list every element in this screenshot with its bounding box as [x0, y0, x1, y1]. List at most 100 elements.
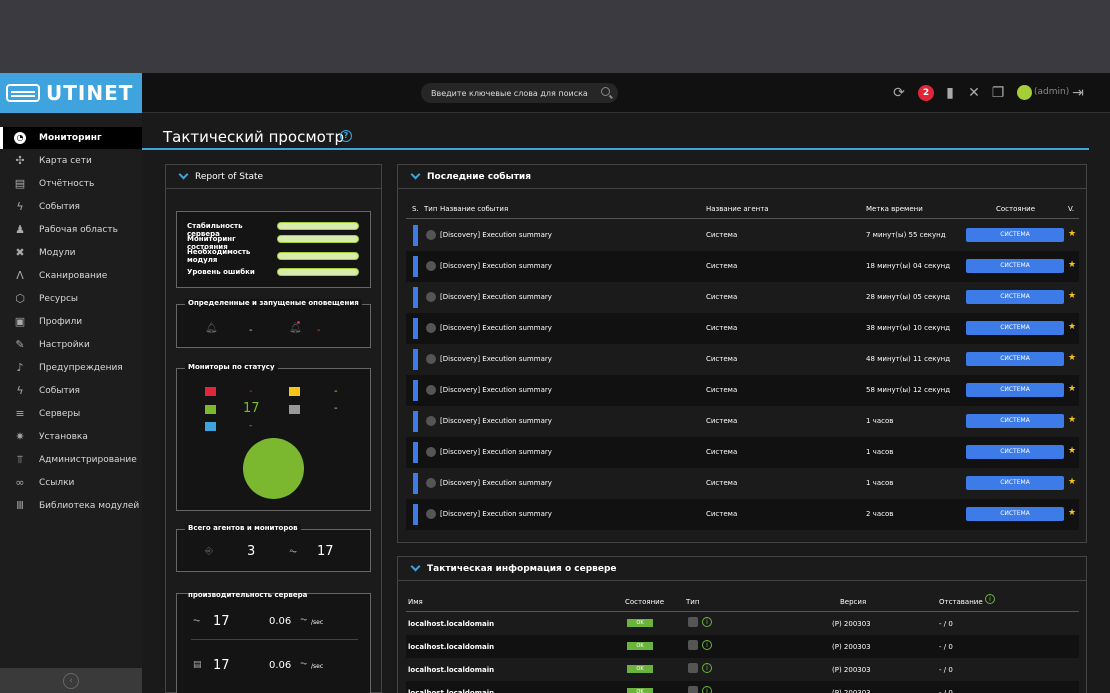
event-state-button[interactable]: СИСТЕМА	[966, 290, 1064, 304]
event-name[interactable]: [Discovery] Execution summary	[440, 324, 552, 332]
star-icon[interactable]: ★	[1068, 477, 1077, 487]
notification-badge[interactable]: 2	[918, 85, 934, 101]
search-icon[interactable]	[601, 87, 610, 96]
info-icon[interactable]: i	[702, 663, 712, 673]
sidebar-item-7[interactable]: ⬡ Ресурсы	[0, 288, 142, 310]
sidebar-item-8[interactable]: ▣ Профили	[0, 311, 142, 333]
server-name[interactable]: localhost.localdomain	[408, 689, 495, 693]
table-row[interactable]: localhost.localdomain OK i (P) 200303 - / 0	[406, 612, 1079, 635]
star-icon[interactable]: ★	[1068, 260, 1077, 270]
star-icon[interactable]: ★	[1068, 229, 1077, 239]
table-row[interactable]: localhost.localdomain OK i (P) 200303 - / 0	[406, 658, 1079, 681]
event-agent[interactable]: Система	[706, 386, 738, 394]
server-name[interactable]: localhost.localdomain	[408, 620, 495, 628]
servers-panel-header[interactable]: Тактическая информация о сервере	[398, 557, 1086, 581]
table-row[interactable]: [Discovery] Execution summary Система 58 м…	[406, 375, 1079, 406]
refresh-icon[interactable]: ⟳	[893, 85, 905, 101]
sidebar-item-10[interactable]: ♪ Предупреждения	[0, 357, 142, 379]
battery-icon[interactable]: ▮	[946, 85, 954, 101]
event-name[interactable]: [Discovery] Execution summary	[440, 479, 552, 487]
search-input[interactable]	[421, 83, 618, 103]
star-icon[interactable]: ★	[1068, 353, 1077, 363]
logout-icon[interactable]: ⇥	[1072, 85, 1084, 101]
event-agent[interactable]: Система	[706, 448, 738, 456]
table-row[interactable]: [Discovery] Execution summary Система 28 м…	[406, 282, 1079, 313]
sidebar-item-5[interactable]: ✖ Модули	[0, 242, 142, 264]
sidebar-item-14[interactable]: ⫪ Администрирование	[0, 449, 142, 471]
chevron-down-icon[interactable]	[410, 561, 421, 572]
event-name[interactable]: [Discovery] Execution summary	[440, 231, 552, 239]
sidebar-item-3[interactable]: ϟ События	[0, 196, 142, 218]
event-state-button[interactable]: СИСТЕМА	[966, 445, 1064, 459]
event-state-button[interactable]: СИСТЕМА	[966, 321, 1064, 335]
user-name[interactable]: (admin)	[1034, 87, 1070, 97]
event-name[interactable]: [Discovery] Execution summary	[440, 417, 552, 425]
chevron-down-icon[interactable]	[410, 169, 421, 180]
table-row[interactable]: [Discovery] Execution summary Система 1 ча…	[406, 406, 1079, 437]
sidebar-item-13[interactable]: ✷ Установка	[0, 426, 142, 448]
event-state-button[interactable]: СИСТЕМА	[966, 383, 1064, 397]
table-row[interactable]: [Discovery] Execution summary Система 1 ча…	[406, 468, 1079, 499]
event-state-button[interactable]: СИСТЕМА	[966, 352, 1064, 366]
info-icon[interactable]: i	[702, 617, 712, 627]
event-name[interactable]: [Discovery] Execution summary	[440, 448, 552, 456]
star-icon[interactable]: ★	[1068, 384, 1077, 394]
event-state-button[interactable]: СИСТЕМА	[966, 228, 1064, 242]
events-panel-header[interactable]: Последние события	[398, 165, 1086, 189]
event-agent[interactable]: Система	[706, 355, 738, 363]
chevron-down-icon[interactable]	[178, 169, 189, 180]
logo[interactable]: UTINET	[0, 73, 142, 113]
star-icon[interactable]: ★	[1068, 291, 1077, 301]
user-avatar-icon[interactable]	[1017, 85, 1032, 100]
server-name[interactable]: localhost.localdomain	[408, 643, 495, 651]
sidebar-item-9[interactable]: ✎ Настройки	[0, 334, 142, 356]
event-agent[interactable]: Система	[706, 479, 738, 487]
sidebar-item-12[interactable]: ≡ Серверы	[0, 403, 142, 425]
copy-icon[interactable]: ❐	[991, 85, 1005, 101]
table-row[interactable]: [Discovery] Execution summary Система 38 м…	[406, 313, 1079, 344]
sidebar-item-6[interactable]: Λ Сканирование	[0, 265, 142, 287]
tools-icon[interactable]: ✕	[968, 85, 980, 101]
event-state-button[interactable]: СИСТЕМА	[966, 414, 1064, 428]
table-row[interactable]: [Discovery] Execution summary Система 7 ми…	[406, 220, 1079, 251]
event-name[interactable]: [Discovery] Execution summary	[440, 386, 552, 394]
event-name[interactable]: [Discovery] Execution summary	[440, 293, 552, 301]
sidebar-item-0[interactable]: ◔ Мониторинг	[0, 127, 142, 149]
event-name[interactable]: [Discovery] Execution summary	[440, 262, 552, 270]
server-name[interactable]: localhost.localdomain	[408, 666, 495, 674]
sidebar-item-4[interactable]: ♟ Рабочая область	[0, 219, 142, 241]
event-agent[interactable]: Система	[706, 417, 738, 425]
table-row[interactable]: [Discovery] Execution summary Система 1 ча…	[406, 437, 1079, 468]
perf-module-icon: ⏦	[193, 616, 201, 626]
info-icon[interactable]: i	[985, 594, 995, 604]
info-icon[interactable]: i	[702, 686, 712, 693]
event-agent[interactable]: Система	[706, 324, 738, 332]
sidebar-item-11[interactable]: ϟ События	[0, 380, 142, 402]
table-row[interactable]: localhost.localdomain OK i (P) 200303 - / 0	[406, 681, 1079, 693]
table-row[interactable]: [Discovery] Execution summary Система 48 м…	[406, 344, 1079, 375]
event-name[interactable]: [Discovery] Execution summary	[440, 355, 552, 363]
event-name[interactable]: [Discovery] Execution summary	[440, 510, 552, 518]
star-icon[interactable]: ★	[1068, 508, 1077, 518]
event-state-button[interactable]: СИСТЕМА	[966, 507, 1064, 521]
event-state-button[interactable]: СИСТЕМА	[966, 259, 1064, 273]
sidebar-item-15[interactable]: ∞ Ссылки	[0, 472, 142, 494]
collapse-sidebar-icon[interactable]: ‹	[63, 673, 79, 689]
event-agent[interactable]: Система	[706, 262, 738, 270]
event-agent[interactable]: Система	[706, 231, 738, 239]
table-row[interactable]: [Discovery] Execution summary Система 2 ча…	[406, 499, 1079, 530]
star-icon[interactable]: ★	[1068, 415, 1077, 425]
sidebar-item-1[interactable]: ✣ Карта сети	[0, 150, 142, 172]
sidebar-item-16[interactable]: Ⅲ Библиотека модулей	[0, 495, 142, 517]
help-icon[interactable]: ?	[340, 130, 352, 142]
star-icon[interactable]: ★	[1068, 446, 1077, 456]
table-row[interactable]: [Discovery] Execution summary Система 18 м…	[406, 251, 1079, 282]
event-agent[interactable]: Система	[706, 293, 738, 301]
sidebar-item-2[interactable]: ▤ Отчётность	[0, 173, 142, 195]
info-icon[interactable]: i	[702, 640, 712, 650]
event-agent[interactable]: Система	[706, 510, 738, 518]
star-icon[interactable]: ★	[1068, 322, 1077, 332]
report-panel-header[interactable]: Report of State	[166, 165, 381, 189]
event-state-button[interactable]: СИСТЕМА	[966, 476, 1064, 490]
table-row[interactable]: localhost.localdomain OK i (P) 200303 - / 0	[406, 635, 1079, 658]
